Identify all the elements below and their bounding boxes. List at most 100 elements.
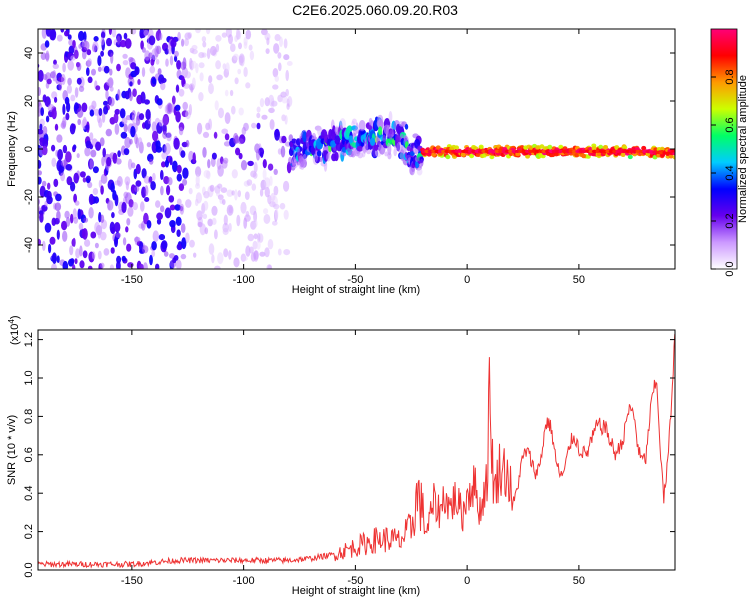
heatmap-cell xyxy=(382,134,387,143)
heatmap-cell xyxy=(84,146,91,157)
heatmap-cell xyxy=(180,223,186,234)
colorbar-tick-label: 0.8 xyxy=(724,69,736,84)
heatmap-cell xyxy=(214,265,221,269)
heatmap-cell xyxy=(99,137,105,147)
heatmap-cell xyxy=(241,126,247,136)
heatmap-cell xyxy=(51,252,57,264)
heatmap-cell xyxy=(351,118,357,125)
heatmap-cell xyxy=(535,145,541,150)
heatmap-cell xyxy=(215,43,220,53)
heatmap-cell xyxy=(76,153,80,159)
colorbar-tick-label: 0.4 xyxy=(724,165,736,180)
heatmap-cell xyxy=(184,32,192,40)
heatmap-cell xyxy=(231,190,235,196)
heatmap-cell xyxy=(79,260,85,269)
heatmap-cell xyxy=(68,39,74,46)
heatmap-cell xyxy=(191,60,197,69)
heatmap-cell xyxy=(264,187,270,198)
heatmap-cell xyxy=(181,237,187,250)
heatmap-cell xyxy=(225,62,230,73)
heatmap-cell xyxy=(291,138,297,144)
heatmap-cell xyxy=(51,263,57,269)
heatmap-cell xyxy=(175,111,181,123)
heatmap-cell xyxy=(256,112,261,119)
heatmap-cell xyxy=(339,118,346,130)
heatmap-cell xyxy=(155,58,160,65)
heatmap-cell xyxy=(89,109,95,117)
heatmap-cell xyxy=(174,204,181,211)
heatmap-cell xyxy=(243,66,248,78)
heatmap-cell xyxy=(178,88,185,97)
heatmap-cell xyxy=(245,245,251,257)
heatmap-cell xyxy=(124,38,132,49)
heatmap-cell xyxy=(574,153,580,158)
heatmap-cell xyxy=(70,94,76,102)
heatmap-cell xyxy=(128,91,133,102)
heatmap-cell xyxy=(121,201,127,214)
heatmap-cell xyxy=(199,223,206,236)
heatmap-cell xyxy=(64,30,69,37)
colorbar-tick-label: 0.2 xyxy=(724,213,736,228)
heatmap-cell xyxy=(659,146,665,152)
heatmap-cell xyxy=(135,163,141,175)
heatmap-cell xyxy=(105,89,109,100)
heatmap-cell xyxy=(176,229,181,237)
heatmap-cell xyxy=(160,77,167,84)
heatmap-cell xyxy=(72,264,76,269)
heatmap-cell xyxy=(260,151,264,158)
heatmap-cell xyxy=(92,188,99,195)
heatmap-cell xyxy=(222,63,227,70)
heatmap-cell xyxy=(41,29,47,39)
heatmap-cell xyxy=(144,50,151,61)
heatmap-cell xyxy=(146,142,152,148)
heatmap-cell xyxy=(196,210,203,221)
heatmap-cell xyxy=(178,127,184,136)
heatmap-cell xyxy=(114,123,120,135)
heatmap-cell xyxy=(174,104,181,112)
heatmap-cell xyxy=(179,205,184,212)
heatmap-cell xyxy=(69,245,74,256)
heatmap-cell xyxy=(42,138,49,149)
heatmap-cell xyxy=(160,82,166,91)
heatmap-cell xyxy=(267,163,274,171)
heatmap-cell xyxy=(591,146,597,151)
heatmap-cell xyxy=(182,101,188,111)
heatmap-cell xyxy=(273,168,278,175)
heatmap-cell xyxy=(205,29,211,35)
heatmap-cell xyxy=(180,61,187,70)
heatmap-cell xyxy=(110,226,116,235)
heatmap-cell xyxy=(368,124,373,131)
heatmap-cell xyxy=(281,135,287,144)
heatmap-cell xyxy=(226,189,234,197)
heatmap-cell xyxy=(100,231,107,241)
heatmap-cell xyxy=(127,206,134,217)
heatmap-cell xyxy=(377,114,384,125)
heatmap-cell xyxy=(72,208,77,220)
heatmap-cell xyxy=(454,145,459,150)
heatmap-cell xyxy=(110,52,114,64)
heatmap-cell xyxy=(234,77,239,85)
heatmap-cell xyxy=(44,96,51,108)
heatmap-cell xyxy=(192,152,196,164)
heatmap-cell xyxy=(206,170,211,180)
heatmap-cell xyxy=(87,76,93,84)
heatmap-cell xyxy=(121,117,128,125)
heatmap-cell xyxy=(144,197,150,202)
heatmap-cell xyxy=(223,214,228,226)
heatmap-cell xyxy=(45,50,50,62)
heatmap-cell xyxy=(244,214,251,222)
heatmap-cell xyxy=(245,29,252,40)
heatmap-cell xyxy=(622,145,628,150)
heatmap-cell xyxy=(176,243,183,251)
heatmap-cell xyxy=(259,251,266,257)
heatmap-cell xyxy=(188,104,192,116)
heatmap-cell xyxy=(228,222,232,232)
heatmap-cell xyxy=(54,96,58,103)
heatmap-cell xyxy=(156,218,162,225)
heatmap-cell xyxy=(117,176,123,187)
heatmap-cell xyxy=(175,216,182,226)
heatmap-cell xyxy=(185,139,190,148)
heatmap-cell xyxy=(248,44,253,51)
heatmap-cell xyxy=(70,213,74,224)
heatmap-cell xyxy=(39,213,44,223)
